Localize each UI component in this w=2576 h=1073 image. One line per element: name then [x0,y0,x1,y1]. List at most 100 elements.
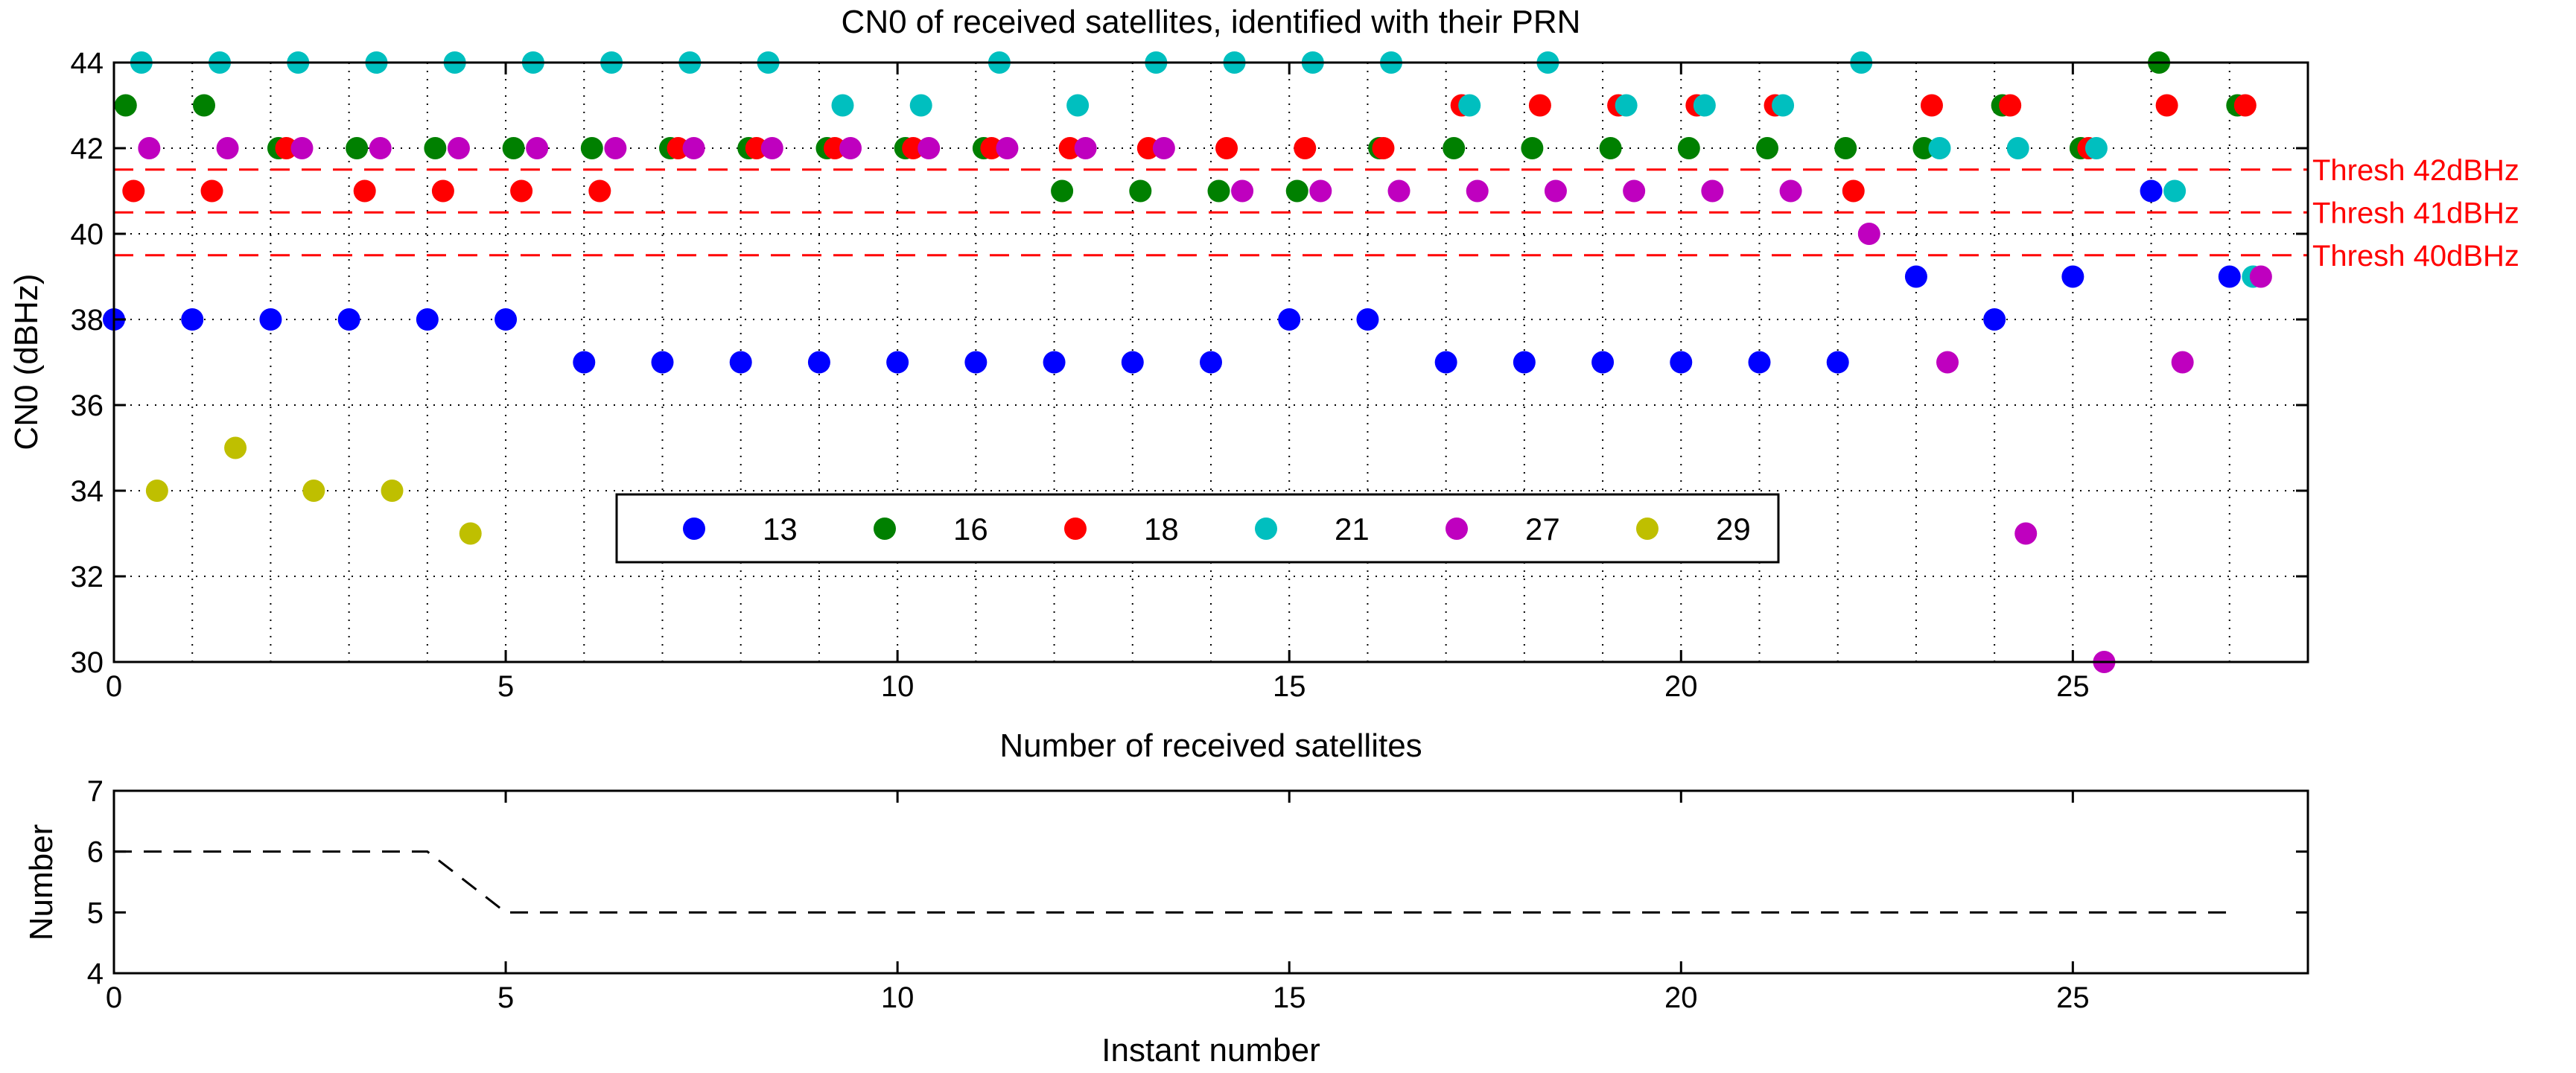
point-prn-27 [1623,179,1646,203]
point-prn-18 [1294,137,1317,159]
point-prn-27 [369,137,392,159]
legend-label-13: 13 [763,512,798,547]
y-tick-label: 6 [87,836,104,869]
legend-box [615,493,1780,564]
point-prn-18 [902,137,925,159]
point-prn-18 [980,137,1003,159]
point-prn-13 [1748,351,1771,374]
point-prn-16 [424,137,447,159]
point-prn-16 [114,94,137,117]
point-prn-18 [1842,179,1865,203]
point-prn-18 [1999,94,2022,117]
point-prn-13 [886,351,909,374]
point-prn-13 [416,308,439,331]
point-prn-27 [839,137,862,159]
point-prn-13 [337,308,360,331]
point-prn-27 [138,137,161,159]
point-prn-27 [1231,179,1254,203]
x-tick-label: 5 [497,670,514,703]
point-prn-13 [2218,265,2241,288]
legend-marker-16 [874,518,896,540]
point-prn-13 [964,351,988,374]
chart-title: CN0 of received satellites, identified w… [842,4,1581,40]
point-prn-21 [1928,137,1951,159]
point-prn-27 [760,137,783,159]
point-prn-13 [1043,351,1066,374]
point-prn-16 [502,137,525,159]
y-tick-label: 34 [71,475,104,508]
point-prn-18 [2233,94,2257,117]
x-tick-label: 0 [106,981,122,1014]
x-tick-label: 10 [881,670,915,703]
y-tick-label: 40 [71,218,104,251]
threshold-label: Thresh 41dBHz [2312,197,2519,229]
point-prn-21 [1615,94,1638,117]
legend-label-16: 16 [953,512,988,547]
y-tick-label: 44 [71,47,104,80]
point-prn-13 [1356,308,1379,331]
point-prn-27 [1779,179,1802,203]
point-prn-18 [510,179,533,203]
point-prn-21 [909,94,932,117]
point-prn-13 [1591,351,1615,374]
point-prn-13 [259,308,282,331]
legend: 13 16 18 21 27 29 [615,493,1780,564]
top-chart: 0 5 10 15 20 25 30 32 34 36 38 40 42 44 Thresh 42dBHz… [8,4,2519,764]
point-prn-29 [302,480,325,502]
point-prn-21 [1066,94,1090,117]
x-tick-label: 5 [497,981,514,1014]
point-prn-13 [1826,351,1849,374]
point-prn-21 [2084,137,2108,159]
threshold-labels: Thresh 42dBHz Thresh 41dBHz Thresh 40dBHz [2312,154,2519,273]
point-prn-18 [1136,137,1160,159]
legend-marker-13 [683,518,705,540]
point-prn-18 [1528,94,1551,117]
point-prn-27 [1074,137,1097,159]
x-tick-label: 25 [2056,670,2090,703]
point-prn-27 [2249,265,2272,288]
point-prn-16 [1756,137,1779,159]
point-prn-29 [459,522,482,545]
point-prn-16 [192,94,215,117]
point-prn-18 [667,137,690,159]
point-prn-27 [526,137,549,159]
point-prn-27 [447,137,470,159]
legend-marker-21 [1255,518,1277,540]
point-prn-18 [353,179,376,203]
point-prn-13 [1670,351,1693,374]
point-prn-16 [1207,179,1230,203]
point-prn-18 [275,137,298,159]
point-prn-27 [2171,351,2194,374]
point-prn-27 [2014,522,2038,545]
count-line [114,850,2230,914]
point-prn-27 [1544,179,1567,203]
point-prn-27 [1387,179,1411,203]
point-prn-16 [1443,137,1466,159]
point-prn-27 [1152,137,1175,159]
point-prn-13 [1200,351,1222,374]
point-prn-18 [122,179,145,203]
point-prn-18 [1372,137,1395,159]
bottom-chart: 0 5 10 15 20 25 4 5 6 7 Instant number Number [23,775,2309,1069]
point-prn-29 [381,480,404,502]
point-prn-16 [1051,179,1074,203]
bottom-plot-frame [112,789,2309,975]
point-prn-13 [1278,308,1301,331]
bottom-ticks: 0 5 10 15 20 25 4 5 6 7 [87,775,2308,1014]
point-prn-13 [1121,351,1144,374]
point-prn-16 [1677,137,1700,159]
point-prn-16 [580,137,603,159]
point-prn-18 [1920,94,1943,117]
point-prn-27 [682,137,705,159]
point-prn-21 [1458,94,1481,117]
point-prn-27 [917,137,941,159]
point-prn-18 [200,179,223,203]
x-tick-label: 25 [2056,981,2090,1014]
legend-marker-29 [1636,518,1659,540]
point-prn-27 [996,137,1019,159]
legend-label-18: 18 [1144,512,1179,547]
legend-marker-18 [1064,518,1087,540]
point-prn-27 [604,137,627,159]
point-prn-27 [216,137,239,159]
